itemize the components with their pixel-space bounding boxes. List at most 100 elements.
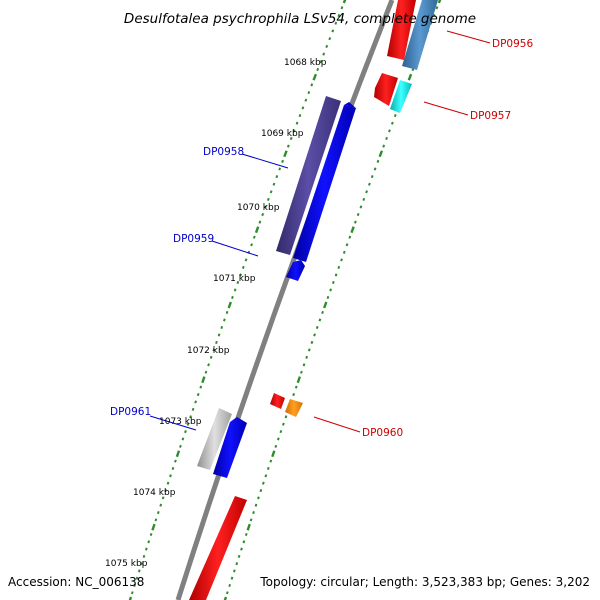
gene-label-dp0960[interactable]: DP0960	[362, 427, 403, 439]
callout-dp0958	[241, 153, 289, 169]
genome-backbone	[175, 0, 395, 600]
inner-scale-minor-tick	[212, 348, 216, 352]
outer-scale-minor-tick	[373, 167, 377, 171]
inner-scale-minor-tick	[159, 503, 163, 507]
outer-scale-minor-tick	[307, 348, 311, 352]
inner-scale-minor-tick	[289, 136, 293, 141]
inner-scale-minor-tick	[286, 144, 290, 148]
callout-dp0960	[313, 416, 361, 433]
outer-scale-minor-tick	[356, 212, 360, 217]
outer-scale-minor-tick	[244, 532, 248, 537]
outer-scale-major-tick	[350, 226, 355, 234]
outer-scale-minor-tick	[282, 422, 285, 426]
inner-scale-minor-tick	[196, 392, 200, 397]
gene-label-dp0957[interactable]: DP0957	[470, 110, 511, 122]
inner-scale-major-tick	[128, 596, 133, 600]
inner-scale-minor-tick	[340, 6, 344, 10]
topology-text: Topology: circular; Length: 3,523,383 bp…	[259, 575, 590, 589]
inner-scale-minor-tick	[154, 518, 158, 522]
outer-scale-minor-tick	[254, 503, 258, 507]
gene-dp0959-block[interactable]	[286, 260, 305, 281]
outer-scale-minor-tick	[385, 136, 388, 141]
inner-scale-major-tick	[151, 523, 156, 531]
inner-scale-minor-tick	[236, 280, 240, 285]
outer-scale-minor-tick	[388, 129, 391, 133]
inner-scale-minor-tick	[304, 98, 308, 102]
inner-scale-minor-tick	[217, 333, 221, 337]
outer-scale-minor-tick	[345, 243, 349, 247]
inner-scale-minor-tick	[194, 400, 198, 404]
inner-scale-minor-tick	[186, 422, 190, 426]
gene-bottom-red[interactable]	[189, 496, 247, 600]
inner-scale-minor-tick	[301, 106, 305, 110]
outer-scale-minor-tick	[318, 318, 322, 322]
gene-dp0956b-block[interactable]	[402, 0, 438, 70]
gene-dp0958-arrow-tip[interactable]	[344, 102, 357, 109]
gene-label-dp0961[interactable]: DP0961	[110, 406, 151, 418]
inner-scale-minor-tick	[140, 562, 143, 566]
gene-label-dp0958[interactable]: DP0958	[203, 146, 244, 158]
outer-scale-minor-tick	[362, 197, 366, 201]
outer-scale-minor-tick	[353, 220, 357, 224]
inner-scale-minor-tick	[225, 310, 229, 315]
inner-scale-minor-tick	[278, 167, 282, 171]
inner-scale-major-tick	[201, 376, 206, 384]
outer-scale-minor-tick	[334, 273, 338, 277]
gene-dp0958-block[interactable]	[276, 96, 341, 255]
inner-scale-minor-tick	[171, 466, 175, 471]
accession-text: Accession: NC_006138	[8, 575, 144, 589]
inner-scale-minor-tick	[149, 532, 153, 537]
outer-scale-minor-tick	[393, 113, 397, 118]
outer-scale-minor-tick	[225, 591, 229, 595]
inner-scale-minor-tick	[331, 29, 335, 33]
outer-scale-minor-tick	[329, 288, 333, 292]
inner-scale-minor-tick	[147, 540, 151, 544]
inner-scale-minor-tick	[233, 288, 237, 292]
scale-label-1073: 1073 kbp	[159, 417, 202, 427]
outer-scale-minor-tick	[259, 488, 263, 493]
outer-scale-minor-tick	[302, 363, 306, 367]
inner-scale-minor-tick	[307, 90, 311, 95]
inner-scale-minor-tick	[272, 182, 276, 186]
scale-label-1072: 1072 kbp	[187, 346, 230, 356]
gene-label-dp0956[interactable]: DP0956	[492, 38, 533, 50]
outer-scale-minor-tick	[370, 175, 374, 179]
gene-dp0961-block[interactable]	[197, 408, 232, 470]
gene-dp0961-blue[interactable]	[213, 417, 247, 478]
callout-dp0961	[149, 415, 197, 431]
outer-scale-minor-tick	[310, 340, 314, 344]
outer-scale-minor-tick	[233, 569, 236, 573]
gene-dp0960-red[interactable]	[270, 393, 285, 409]
outer-scale-minor-tick	[313, 333, 316, 337]
outer-scale-minor-tick	[326, 295, 330, 300]
inner-scale-minor-tick	[269, 190, 273, 194]
inner-scale-minor-tick	[135, 576, 139, 580]
gene-dp0957-cyan[interactable]	[390, 80, 412, 113]
inner-scale-minor-tick	[144, 547, 148, 551]
outer-scale-minor-tick	[340, 258, 343, 262]
outer-scale-minor-tick	[331, 280, 335, 285]
outer-scale-major-tick	[271, 450, 276, 458]
outer-scale-minor-tick	[269, 459, 273, 463]
inner-scale-minor-tick	[334, 21, 338, 25]
inner-scale-minor-tick	[142, 554, 146, 558]
outer-scale-minor-tick	[230, 576, 234, 580]
inner-scale-minor-tick	[275, 175, 279, 179]
outer-scale-major-tick	[407, 73, 413, 81]
inner-scale-minor-tick	[266, 197, 270, 201]
inner-scale-minor-tick	[252, 235, 256, 239]
inner-scale-minor-tick	[231, 295, 234, 300]
outer-scale-minor-tick	[279, 430, 283, 434]
outer-scale-minor-tick	[240, 547, 243, 551]
gene-dp0957-red[interactable]	[374, 73, 398, 106]
gene-dp0960-orange[interactable]	[285, 399, 303, 417]
outer-scale-minor-tick	[284, 415, 288, 419]
gene-dp0956-block[interactable]	[387, 0, 416, 60]
inner-scale-minor-tick	[133, 583, 136, 588]
inner-scale-minor-tick	[164, 488, 167, 493]
inner-scale-minor-tick	[328, 37, 332, 41]
callout-dp0956	[446, 30, 491, 44]
gene-dp0958-blue[interactable]	[293, 105, 356, 262]
gene-label-dp0959[interactable]: DP0959	[173, 233, 214, 245]
